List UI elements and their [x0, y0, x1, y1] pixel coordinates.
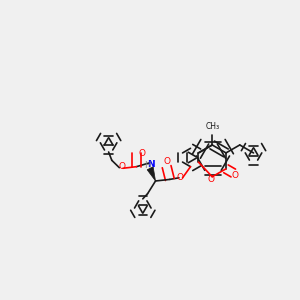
Text: O: O [231, 171, 238, 180]
Text: CH₃: CH₃ [205, 122, 219, 131]
Polygon shape [147, 167, 155, 181]
Text: O: O [163, 157, 170, 166]
Text: O: O [118, 162, 125, 171]
Text: H: H [144, 161, 150, 170]
Text: O: O [177, 173, 184, 182]
Text: N: N [148, 160, 155, 169]
Text: O: O [138, 149, 145, 158]
Text: O: O [207, 175, 214, 184]
